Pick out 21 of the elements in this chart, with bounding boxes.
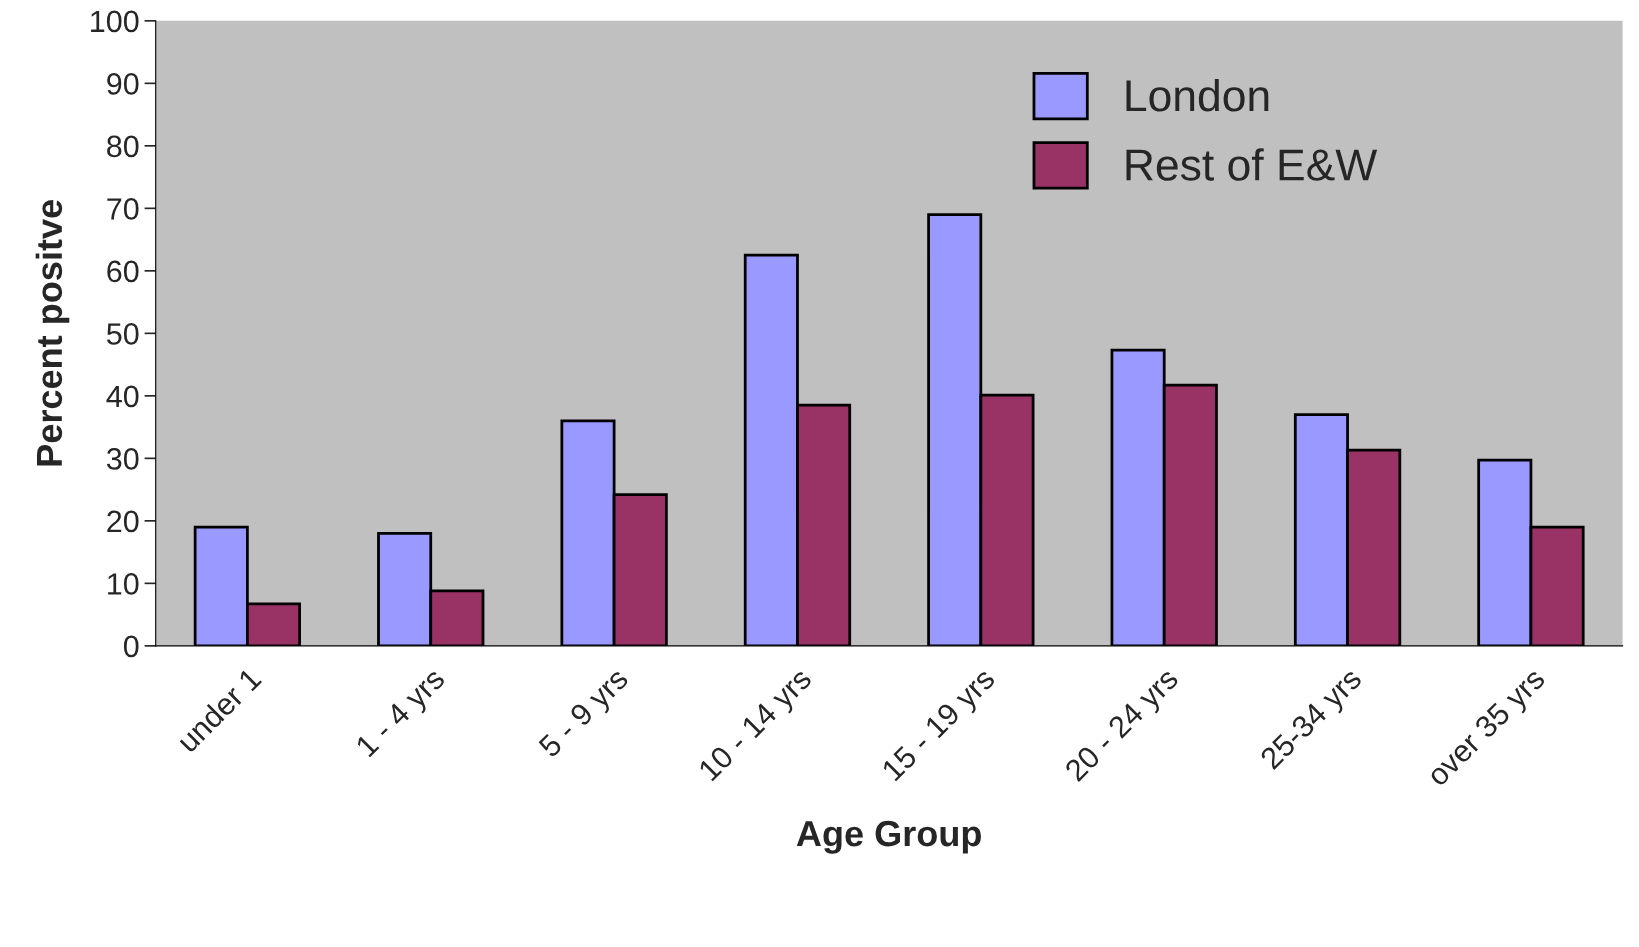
x-tick-label: 5 - 9 yrs xyxy=(537,666,634,763)
y-tick-label: 0 xyxy=(123,635,139,658)
x-tick-label: 10 - 14 yrs xyxy=(697,666,817,786)
y-tick-label: 40 xyxy=(106,385,139,408)
y-tick-label: 60 xyxy=(107,260,139,283)
y-tick-label: 80 xyxy=(107,135,139,158)
x-tick-label: 1 - 4 yrs xyxy=(355,666,451,762)
y-axis-title: Percent positve xyxy=(35,200,70,466)
x-tick-label: 20 - 24 yrs xyxy=(1063,666,1184,787)
y-tick-label: 100 xyxy=(91,10,139,33)
y-tick-label: 50 xyxy=(106,323,139,345)
y-tick-label: 10 xyxy=(108,573,139,595)
legend-label: London xyxy=(1126,78,1269,112)
x-tick-label: 15 - 19 yrs xyxy=(881,666,1001,786)
x-axis-title: Age Group xyxy=(796,820,981,854)
y-tick-label: 90 xyxy=(107,73,139,95)
y-tick-label: 70 xyxy=(107,198,139,220)
y-tick-label: 20 xyxy=(107,510,139,533)
legend-label: Rest of E&W xyxy=(1126,148,1378,181)
x-tick-label: over 35 yrs xyxy=(1425,666,1551,792)
y-tick-label: 30 xyxy=(106,448,139,470)
